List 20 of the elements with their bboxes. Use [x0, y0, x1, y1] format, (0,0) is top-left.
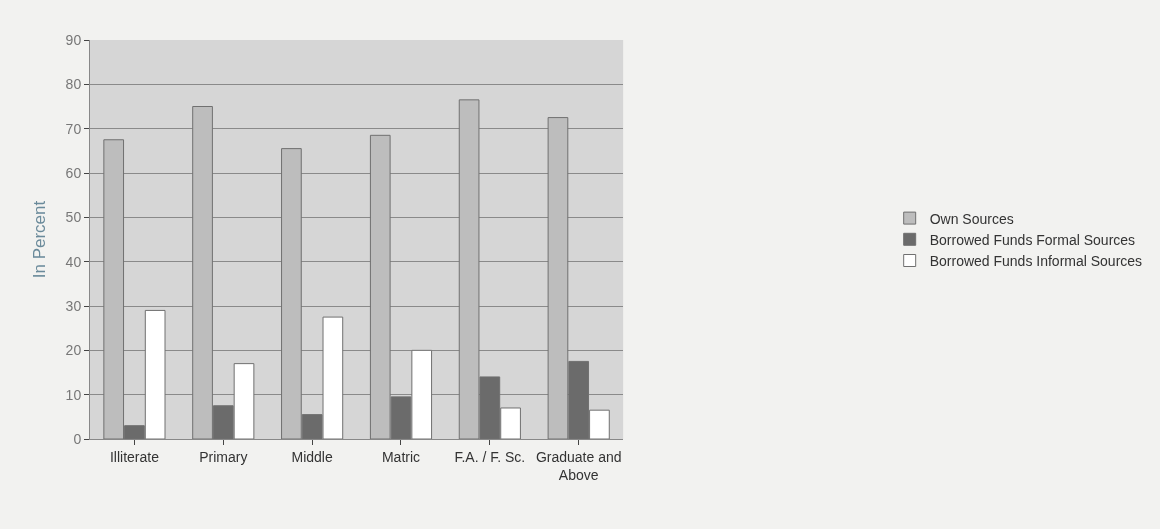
y-tick-label: 50: [65, 209, 82, 226]
x-tick-label: F.A. / F. Sc.: [454, 448, 526, 465]
y-tick-label: 70: [65, 120, 82, 137]
x-tick-label: Matric: [381, 448, 421, 465]
y-tick-label: 60: [65, 164, 82, 181]
y-tick-label: 0: [73, 430, 82, 447]
y-tick-label: 30: [65, 297, 82, 314]
y-tick-label: 40: [65, 253, 82, 270]
x-tick-label: Middle: [291, 448, 333, 465]
y-tick-label: 90: [65, 31, 82, 48]
y-tick-label: 20: [65, 342, 82, 359]
x-tick-label: Primary: [199, 448, 248, 465]
y-tick-label: 10: [65, 386, 82, 403]
legend-label: Own Sources: [929, 210, 1014, 227]
x-tick-label: Illiterate: [109, 448, 160, 465]
y-tick-label: 80: [65, 76, 82, 93]
y-axis-title: In Percent: [30, 200, 50, 279]
x-tick-label: Graduate and Above: [535, 448, 622, 483]
legend-label: Borrowed Funds Informal Sources: [929, 252, 1143, 269]
legend-label: Borrowed Funds Formal Sources: [929, 231, 1136, 248]
